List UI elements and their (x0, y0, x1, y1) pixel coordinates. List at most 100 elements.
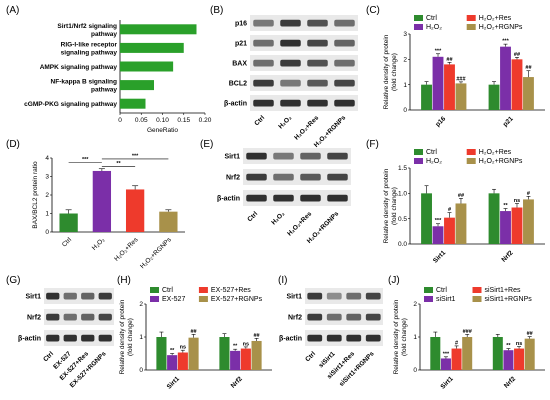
legend-swatch (466, 158, 476, 164)
bar-p16-4 (455, 83, 467, 110)
blot-band (327, 173, 348, 181)
panel-label-g: (G) (6, 275, 20, 286)
significance-label: ns (180, 345, 186, 351)
x-category-label: Sirt1 (439, 375, 454, 390)
lane-label: H₂O₂+Res (293, 114, 320, 141)
blot-band (98, 292, 112, 300)
blot-band (273, 194, 294, 202)
blot-strip (44, 309, 114, 325)
blot-strip (305, 330, 383, 346)
significance-label: # (448, 207, 451, 213)
x-tick-label: 0.05 (135, 117, 148, 124)
bar-3 (125, 189, 145, 232)
blot-row-label: Nrf2 (27, 315, 41, 322)
blot-band (98, 313, 112, 321)
legend-swatch (414, 158, 423, 164)
legend-label: H₂O₂+RGNPs (479, 158, 523, 165)
blot-band (280, 39, 301, 47)
category-label-5: cGMP-PKG signaling pathway (24, 101, 117, 108)
panel-label-h: (H) (117, 275, 131, 286)
blot-band (46, 334, 60, 342)
significance-label: ** (503, 203, 508, 209)
panel-label-c: (C) (366, 5, 380, 16)
blot-band (246, 152, 267, 160)
legend-swatch (472, 287, 482, 293)
bar-2 (120, 42, 184, 53)
legend-label: siSirt1+Res (485, 287, 521, 294)
blot-band (280, 99, 301, 107)
bar-3 (120, 61, 174, 72)
legend-swatch (466, 15, 476, 21)
panel-h-bar-chart: 0 1 2 Relative density of protein (fold chan… (119, 287, 272, 391)
y-tick-label: 0.5 (398, 216, 407, 223)
significance-label: ** (506, 343, 511, 349)
significance-label: ** (116, 161, 121, 167)
x-category-label: H₂O₂ (91, 236, 107, 252)
significance-label: ## (446, 57, 452, 63)
bar-p21-4 (523, 77, 534, 110)
panel-label-j: (J) (388, 275, 400, 286)
blot-band (334, 99, 355, 107)
y-axis-title: (fold change) (127, 318, 134, 356)
bar-sirt1-2 (167, 355, 178, 370)
lane-label: Ctrl (246, 210, 259, 223)
bar-sirt1-2 (432, 226, 444, 244)
y-tick-label: 1 (413, 334, 417, 341)
blot-band (334, 19, 355, 27)
significance-label: ns (243, 341, 249, 347)
category-label-2: signaling pathway (61, 49, 118, 56)
legend-swatch (472, 296, 482, 302)
blot-row-label: Sirt1 (224, 154, 240, 161)
blot-strip (243, 169, 351, 185)
bar-nrf2-1 (492, 337, 503, 370)
significance-label: *** (82, 157, 89, 163)
legend-label: H₂O₂ (426, 158, 442, 165)
blot-row-label: p16 (235, 21, 247, 28)
bar-nrf2-4 (251, 340, 262, 370)
bar-nrf2-2 (503, 350, 514, 370)
significance-label: *** (435, 218, 442, 224)
blot-strip (250, 75, 358, 91)
y-tick-label: 1 (45, 211, 49, 218)
significance-label: ## (458, 193, 464, 199)
x-category-label: H₂O₂+Res (113, 236, 140, 263)
x-category-label: p21 (502, 115, 515, 128)
bar-1 (59, 213, 78, 232)
y-tick-label: 0 (403, 107, 407, 114)
x-category-label: Ctrl (61, 236, 73, 248)
blot-strip (44, 330, 114, 346)
bar-5 (120, 98, 146, 109)
significance-label: ns (514, 198, 520, 204)
blot-strip (250, 95, 358, 111)
bar-p16-3 (444, 64, 455, 110)
blot-row-label: β-actin (279, 336, 302, 343)
y-tick-label: 4 (45, 155, 49, 162)
blot-band (273, 152, 294, 160)
y-tick-label: 2 (139, 301, 143, 308)
y-tick-label: 1.0 (398, 191, 407, 198)
blot-band (346, 334, 362, 342)
blot-band (346, 313, 362, 321)
bar-4 (159, 211, 178, 232)
bar-nrf2-3 (514, 348, 525, 370)
lane-label: Ctrl (42, 350, 55, 363)
significance-label: ## (525, 65, 531, 71)
bar-nrf2-3 (511, 207, 523, 244)
legend-swatch (414, 149, 423, 155)
bar-sirt1-2 (440, 358, 451, 370)
blot-row-label: Nrf2 (226, 175, 240, 182)
y-axis-title: (fold change) (391, 187, 398, 225)
significance-label: ## (514, 52, 520, 58)
y-tick-label: 2 (45, 192, 49, 199)
panel-label-d: (D) (6, 139, 20, 150)
x-tick-label: 0.15 (177, 117, 190, 124)
blot-row-label: β-actin (224, 101, 247, 108)
blot-strip (250, 35, 358, 51)
bar-p21-3 (511, 59, 523, 110)
bar-2 (92, 170, 112, 232)
blot-band (307, 292, 323, 300)
x-tick-label: 0.10 (156, 117, 169, 124)
